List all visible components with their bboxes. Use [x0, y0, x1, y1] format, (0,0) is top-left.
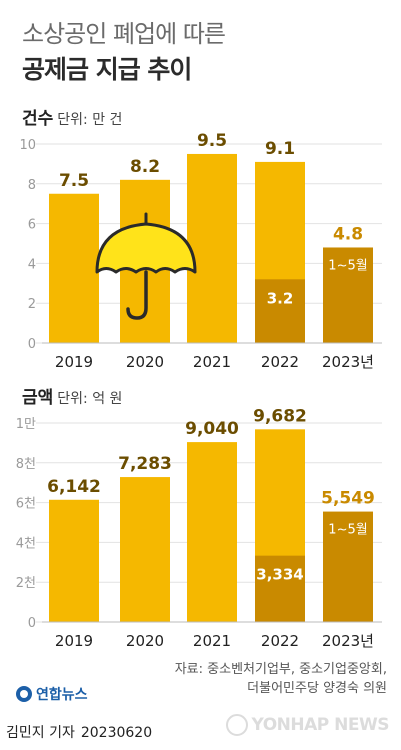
bar-annotation: 1~5월: [328, 523, 367, 538]
y-tick-label: 6: [28, 218, 36, 233]
bar: [323, 511, 373, 622]
category-label: 2019: [55, 632, 93, 650]
bar: [187, 153, 237, 343]
category-label: 2021: [193, 632, 231, 650]
agency-logo-icon: [16, 686, 32, 702]
bar-value-label: 7,283: [118, 454, 172, 474]
y-tick-label: 8천: [16, 457, 36, 472]
agency-name: 연합뉴스: [36, 687, 88, 703]
bar: [49, 193, 99, 343]
category-label: 2020: [126, 632, 164, 650]
bar-value-label: 9,682: [253, 407, 307, 426]
y-tick-label: 0: [28, 616, 36, 631]
chart-amount: 0 2천 4천 6천 8천 1만 6,142 2019 7,283 2020 9,040 2021 3,…: [16, 407, 382, 650]
category-label: 2023년: [322, 632, 374, 650]
bar-segment-label: 3,334: [256, 566, 303, 584]
bar-value-label: 9,040: [185, 419, 239, 439]
category-label: 2023년: [322, 353, 374, 371]
bar: [323, 247, 373, 343]
umbrella-canopy: [95, 222, 197, 274]
umbrella-icon: [95, 212, 197, 320]
bar-segment-label: 3.2: [267, 289, 294, 307]
chart1-title: 건수: [22, 109, 54, 129]
chart2-title: 금액: [22, 388, 54, 408]
chart2-unit: 단위: 억 원: [57, 391, 123, 407]
category-label: 2022: [261, 353, 299, 371]
chart1-unit: 단위: 만 건: [57, 112, 123, 128]
bar-annotation: 1~5월: [328, 258, 367, 273]
category-label: 2020: [126, 353, 164, 371]
y-tick-label: 4천: [16, 536, 36, 551]
publish-date: 20230620: [80, 725, 153, 741]
watermark-text: YONHAP NEWS: [251, 715, 390, 735]
category-label: 2019: [55, 353, 93, 371]
y-tick-label: 2: [28, 297, 36, 312]
y-tick-label: 0: [28, 337, 36, 352]
bar-value-label: 4.8: [333, 224, 363, 244]
y-tick-label: 4: [28, 257, 36, 272]
bar: [49, 499, 99, 622]
y-tick-label: 2천: [16, 576, 36, 591]
bar-value-label: 7.5: [59, 171, 89, 191]
chart-count: 0 2 4 6 8 10 7.5 2019 8.2 2020 9.5 2021 3.2 9.1 2022 4.…: [19, 131, 382, 371]
watermark-icon: [225, 714, 248, 736]
chart2-header: 금액 단위: 억 원: [22, 383, 122, 408]
bar: [120, 477, 170, 622]
y-tick-label: 10: [19, 138, 36, 153]
bar: [187, 442, 237, 622]
bar-segment: [255, 279, 305, 343]
y-tick-label: 8: [28, 178, 36, 193]
umbrella-handle: [126, 270, 148, 320]
bar-value-label: 8.2: [130, 157, 160, 177]
watermark: YONHAP NEWS: [225, 714, 390, 736]
bar-value-label: 6,142: [47, 477, 101, 497]
source-line2: 더불어민주당 양경숙 의원: [247, 681, 387, 696]
reporter-name: 김민지 기자: [6, 725, 75, 741]
agency-logo: 연합뉴스: [16, 684, 88, 704]
source-note: 자료: 중소벤처기업부, 중소기업중앙회, 더불어민주당 양경숙 의원: [175, 660, 387, 698]
bar-value-label: 9.1: [265, 139, 295, 159]
bar-value-label: 9.5: [197, 131, 227, 151]
chart1-header: 건수 단위: 만 건: [22, 104, 122, 129]
source-line1: 자료: 중소벤처기업부, 중소기업중앙회,: [174, 662, 387, 677]
category-label: 2022: [261, 632, 299, 650]
title-line2: 공제금 지급 추이: [22, 55, 192, 84]
bar-segment: [255, 555, 305, 622]
category-label: 2021: [193, 353, 231, 371]
y-tick-label: 1만: [16, 417, 36, 432]
title-line1: 소상공인 폐업에 따른: [22, 20, 226, 48]
y-tick-label: 6천: [16, 497, 36, 512]
bar-value-label: 5,549: [321, 489, 375, 509]
byline: 김민지 기자 20230620: [6, 722, 152, 742]
